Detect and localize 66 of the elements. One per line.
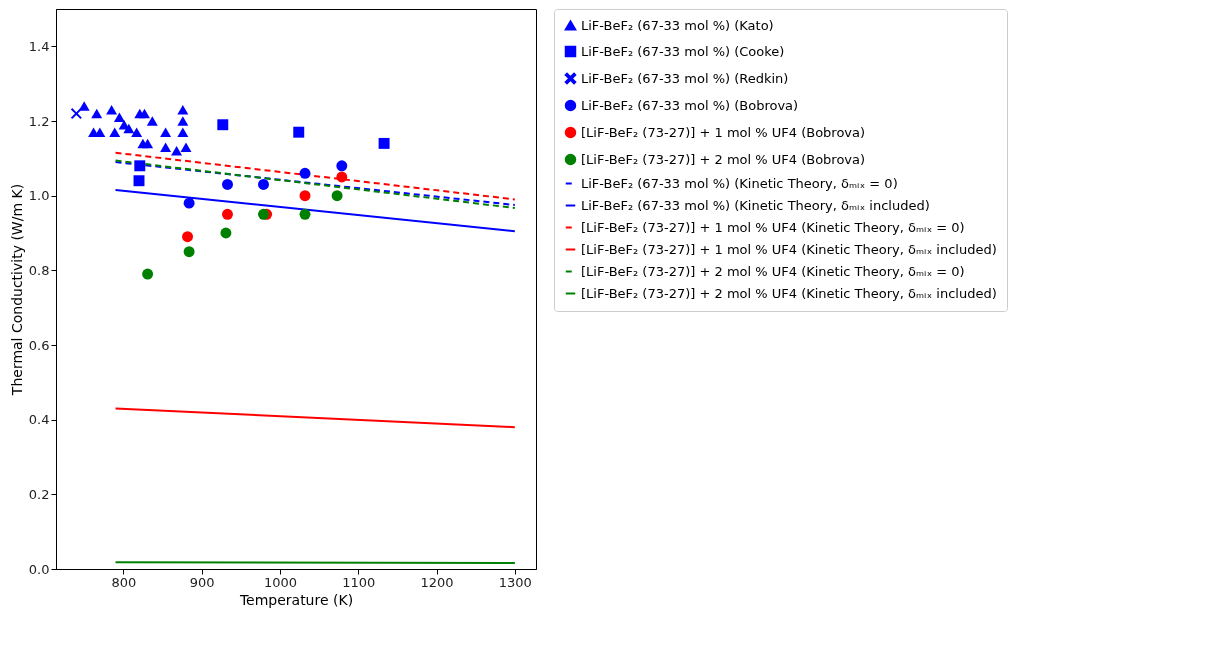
legend-label: [LiF-BeF₂ (73-27)] + 1 mol % UF4 (Kinetic Theory, δₘᵢₓ = 0)	[581, 219, 965, 235]
point	[220, 227, 232, 239]
point	[180, 142, 192, 152]
point	[177, 116, 189, 126]
legend-label: [LiF-BeF₂ (73-27)] + 1 mol % UF4 (Bobrova)	[581, 124, 866, 140]
point	[183, 246, 195, 258]
point	[123, 123, 135, 134]
point	[336, 160, 348, 172]
x-tick-label: 1300	[498, 574, 532, 590]
x-tick-label: 1200	[420, 574, 454, 590]
point	[142, 138, 154, 149]
point	[106, 105, 118, 115]
legend-label: LiF-BeF₂ (67-33 mol %) (Kinetic Theory, δₘᵢₓ = 0)	[581, 175, 898, 191]
point	[109, 127, 121, 137]
y-axis-title: Thermal Conductivity (W/m K)	[8, 183, 25, 397]
point	[331, 190, 343, 202]
point	[139, 108, 150, 119]
y-tick-label: 0.0	[28, 561, 50, 577]
y-tick-label: 0.4	[28, 412, 50, 428]
y-tick-label: 0.6	[28, 337, 50, 353]
legend-label: LiF-BeF₂ (67-33 mol %) (Bobrova)	[581, 97, 799, 113]
point	[131, 127, 143, 137]
x-tick-label: 1000	[263, 574, 297, 590]
point	[182, 231, 194, 243]
point	[183, 197, 195, 209]
point	[378, 137, 390, 149]
point	[299, 167, 311, 179]
point	[258, 179, 269, 190]
legend-label: [LiF-BeF₂ (73-27)] + 2 mol % UF4 (Bobrova)	[581, 151, 866, 167]
legend-label: [LiF-BeF₂ (73-27)] + 2 mol % UF4 (Kinetic Theory, δₘᵢₓ included)	[581, 285, 997, 301]
point	[293, 126, 305, 138]
point	[133, 175, 145, 187]
point	[336, 171, 348, 183]
legend-label: LiF-BeF₂ (67-33 mol %) (Redkin)	[581, 70, 789, 86]
point	[299, 208, 311, 220]
x-axis-title: Temperature (K)	[238, 591, 354, 608]
point	[160, 142, 172, 152]
point	[134, 160, 146, 172]
point	[222, 208, 233, 220]
point	[146, 116, 158, 126]
point	[258, 208, 269, 220]
y-tick-label: 0.8	[28, 262, 50, 278]
point	[177, 105, 189, 115]
point	[160, 127, 172, 137]
y-tick-label: 1.0	[28, 188, 50, 204]
point	[299, 190, 311, 202]
y-tick-label: 1.4	[28, 38, 50, 54]
legend-label: LiF-BeF₂ (67-33 mol %) (Cooke)	[581, 43, 785, 59]
y-tick-label: 1.2	[28, 113, 50, 129]
point	[91, 108, 103, 119]
legend-label: [LiF-BeF₂ (73-27)] + 2 mol % UF4 (Kinetic Theory, δₘᵢₓ = 0)	[581, 263, 965, 279]
x-tick-label: 900	[189, 574, 215, 590]
point	[70, 108, 82, 120]
point	[142, 268, 154, 280]
point	[177, 127, 189, 137]
legend-label: LiF-BeF₂ (67-33 mol %) (Kinetic Theory, δₘᵢₓ included)	[581, 197, 930, 213]
y-tick-label: 0.2	[28, 486, 50, 502]
point	[78, 101, 90, 111]
point	[171, 146, 183, 156]
legend-label: [LiF-BeF₂ (73-27)] + 1 mol % UF4 (Kinetic Theory, δₘᵢₓ included)	[581, 241, 997, 257]
point	[217, 119, 229, 131]
legend-label: LiF-BeF₂ (67-33 mol %) (Kato)	[581, 17, 774, 33]
point	[222, 179, 233, 190]
point	[113, 112, 125, 123]
x-tick-label: 1100	[342, 574, 376, 590]
x-tick-label: 800	[111, 574, 137, 590]
